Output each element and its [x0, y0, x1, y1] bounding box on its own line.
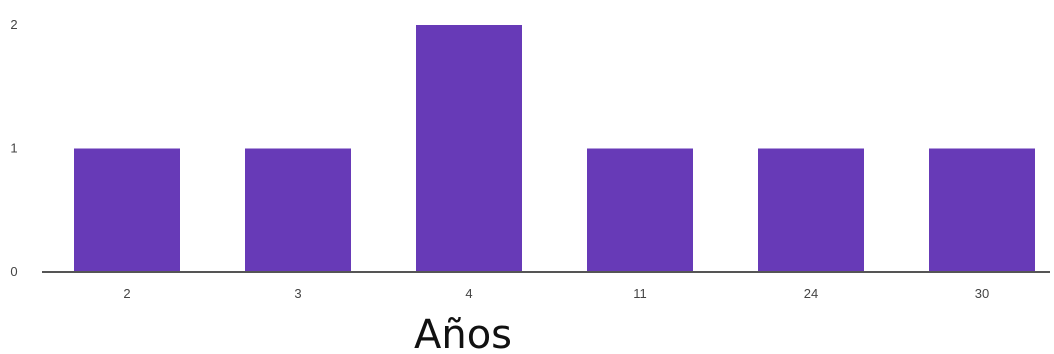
bars [74, 25, 1035, 272]
bar-24 [758, 148, 864, 272]
bar-30 [929, 148, 1035, 272]
x-tick-label: 3 [294, 286, 301, 301]
y-axis-ticks: 0 1 2 [10, 17, 17, 279]
x-tick-label: 4 [465, 286, 472, 301]
bar-4 [416, 25, 522, 272]
y-tick-label: 0 [10, 264, 17, 279]
x-axis-ticks: 2 3 4 11 24 30 [123, 286, 989, 301]
x-axis-title: Años [414, 312, 512, 354]
x-tick-label: 2 [123, 286, 130, 301]
bar-3 [245, 148, 351, 272]
x-tick-label: 24 [804, 286, 818, 301]
y-tick-label: 2 [10, 17, 17, 32]
x-tick-label: 30 [975, 286, 989, 301]
bar-2 [74, 148, 180, 272]
bar-11 [587, 148, 693, 272]
x-tick-label: 11 [633, 286, 647, 301]
y-tick-label: 1 [10, 141, 17, 156]
